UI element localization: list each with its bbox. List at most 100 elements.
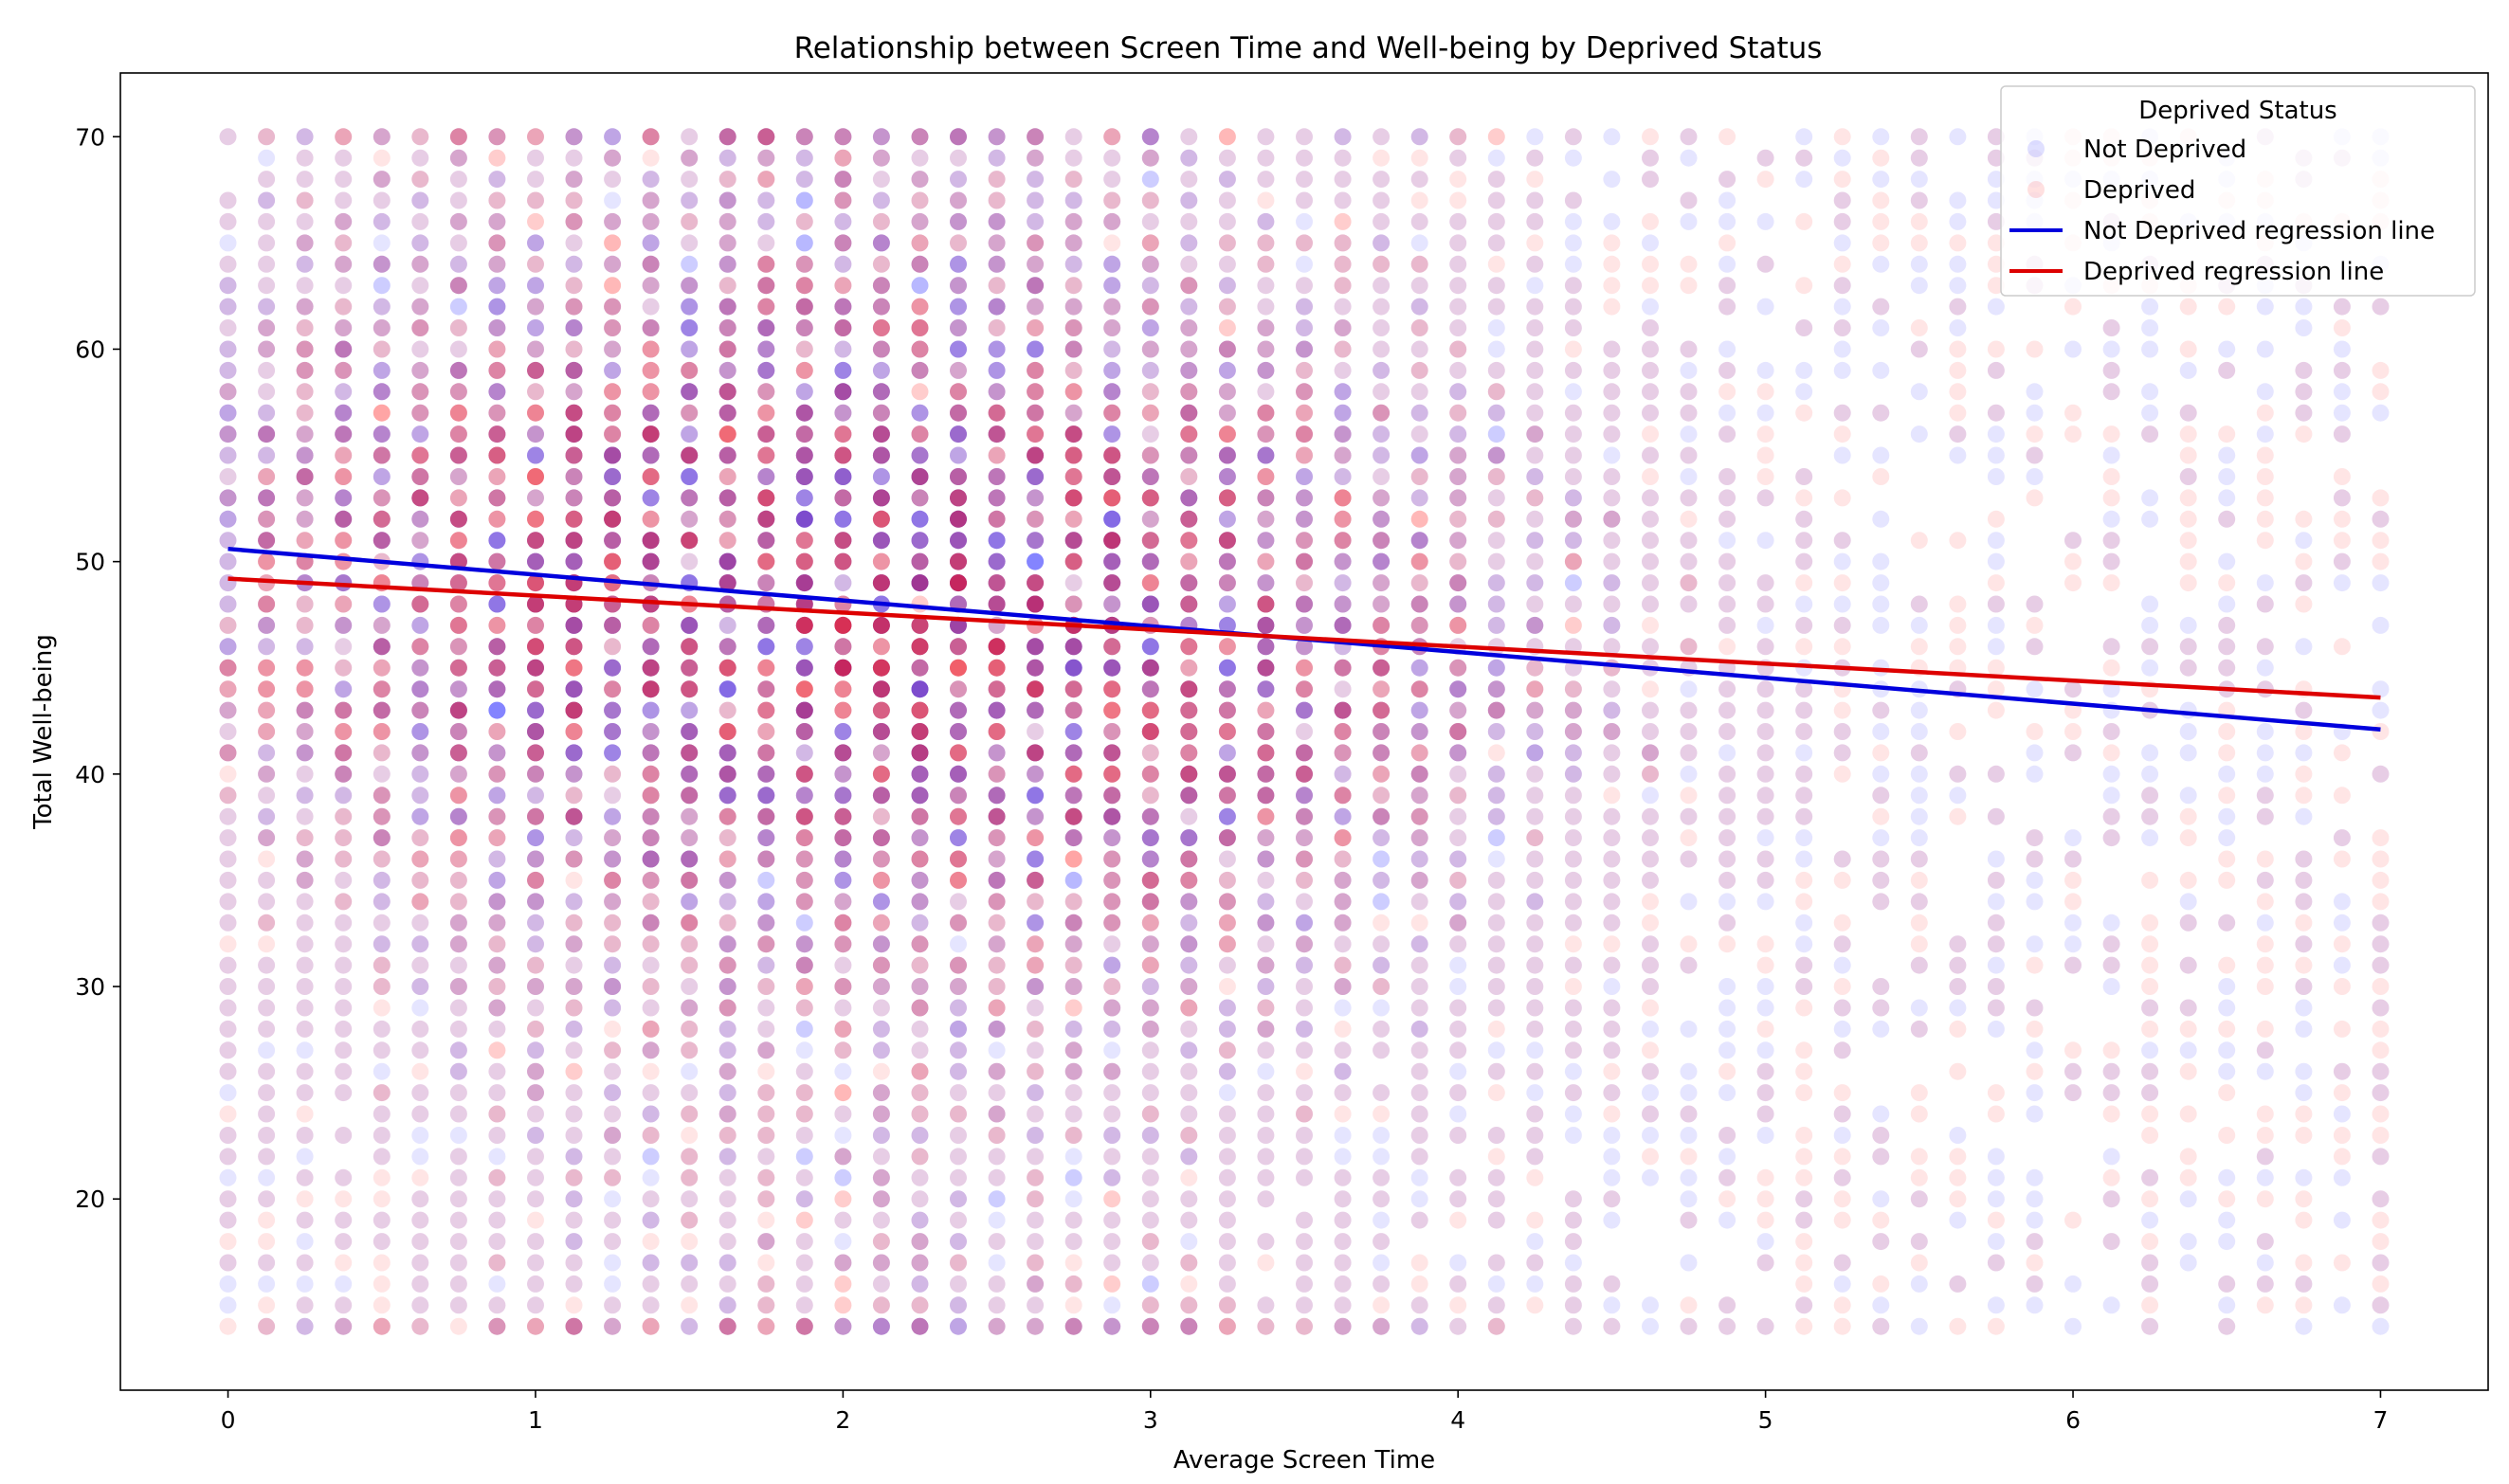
data-point <box>219 659 237 677</box>
data-point <box>2026 893 2044 911</box>
data-point <box>1642 1084 1659 1102</box>
data-point <box>373 128 391 146</box>
data-point <box>258 744 276 762</box>
data-point <box>296 425 314 443</box>
data-point <box>411 489 429 507</box>
data-point <box>1718 404 1736 422</box>
data-point <box>373 446 391 464</box>
data-point <box>258 680 276 698</box>
data-point <box>1872 510 1890 528</box>
data-point <box>219 1190 237 1208</box>
data-point <box>1756 829 1774 847</box>
data-point <box>795 191 813 209</box>
data-point <box>411 893 429 911</box>
data-point <box>258 935 276 953</box>
data-point <box>258 532 276 550</box>
data-point <box>219 446 237 464</box>
data-point <box>258 298 276 316</box>
data-point <box>296 212 314 230</box>
data-point <box>296 914 314 932</box>
data-point <box>219 340 237 358</box>
data-point <box>219 744 237 762</box>
data-point <box>335 425 353 443</box>
data-point <box>219 638 237 656</box>
data-point <box>258 1020 276 1038</box>
data-point <box>296 1317 314 1335</box>
data-point <box>1680 1254 1698 1272</box>
data-point <box>2218 1041 2236 1059</box>
data-point <box>219 807 237 825</box>
data-point <box>296 1317 314 1335</box>
data-point <box>2372 1317 2390 1335</box>
data-point <box>2026 383 2044 401</box>
data-point <box>1334 1148 1352 1166</box>
data-point <box>411 510 429 528</box>
data-point <box>411 659 429 677</box>
data-point <box>335 298 353 316</box>
data-point <box>2064 914 2082 932</box>
data-point <box>258 1254 276 1272</box>
data-point <box>258 829 276 847</box>
data-point <box>2026 1211 2044 1229</box>
data-point <box>258 446 276 464</box>
data-point <box>335 425 353 443</box>
data-point <box>373 425 391 443</box>
data-point <box>2026 468 2044 485</box>
data-point <box>335 404 353 422</box>
data-point <box>1334 1127 1352 1144</box>
data-point <box>1680 149 1698 167</box>
data-point <box>296 446 314 464</box>
data-point <box>411 744 429 762</box>
data-point <box>2333 1296 2351 1314</box>
data-point <box>219 850 237 868</box>
data-point <box>219 255 237 273</box>
data-point <box>219 319 237 336</box>
data-point <box>219 1211 237 1229</box>
data-point <box>1872 595 1890 613</box>
data-point <box>1680 1062 1698 1080</box>
data-point <box>296 234 314 252</box>
data-point <box>411 723 429 740</box>
data-point <box>219 850 237 868</box>
data-point <box>2141 319 2159 336</box>
data-point <box>2372 701 2390 719</box>
data-point <box>1756 893 1774 911</box>
data-point <box>296 829 314 847</box>
data-point <box>2102 1296 2120 1314</box>
data-point <box>373 191 391 209</box>
data-point <box>411 701 429 719</box>
data-point <box>1910 383 1928 401</box>
data-point <box>1987 425 2005 443</box>
data-point <box>219 1020 237 1038</box>
data-point <box>834 1168 852 1186</box>
data-point <box>2141 383 2159 401</box>
data-point <box>1526 1275 1544 1293</box>
data-point <box>2256 340 2274 358</box>
data-point <box>373 468 391 485</box>
data-point <box>296 744 314 762</box>
data-point <box>373 871 391 889</box>
data-point <box>258 489 276 507</box>
data-point <box>335 510 353 528</box>
data-point <box>296 978 314 995</box>
data-point <box>335 255 353 273</box>
data-point <box>335 765 353 783</box>
data-point <box>411 807 429 825</box>
data-point <box>411 595 429 613</box>
data-point <box>604 1190 622 1208</box>
data-point <box>411 1211 429 1229</box>
data-point <box>296 595 314 613</box>
data-point <box>219 1296 237 1314</box>
data-point <box>411 871 429 889</box>
data-point <box>296 850 314 868</box>
data-point <box>2372 680 2390 698</box>
data-point <box>411 935 429 953</box>
data-point <box>411 616 429 634</box>
data-point <box>258 552 276 570</box>
data-point <box>219 361 237 379</box>
data-point <box>2372 616 2390 634</box>
data-point <box>2256 765 2274 783</box>
data-point <box>2179 1190 2197 1208</box>
data-point <box>373 893 391 911</box>
data-point <box>604 191 622 209</box>
